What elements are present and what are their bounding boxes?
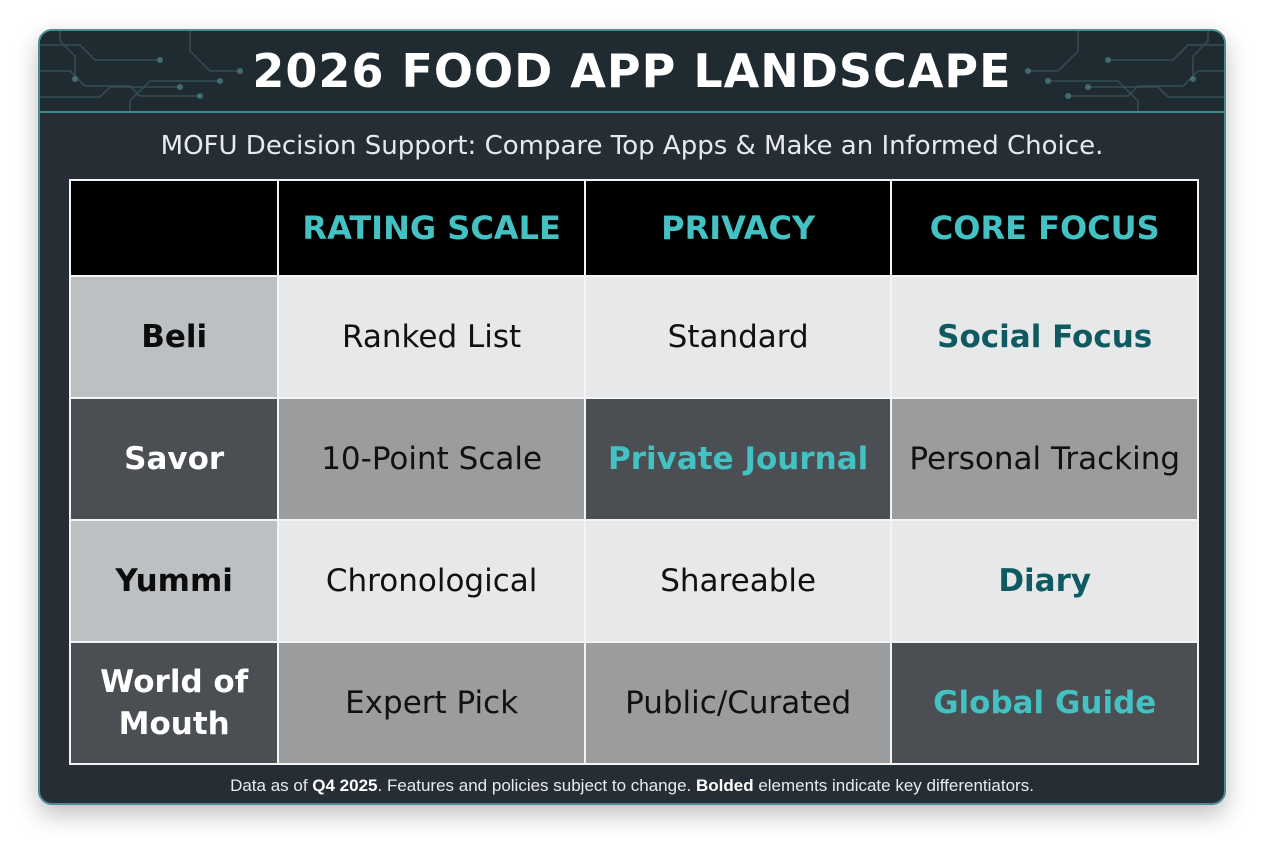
footnote-middle: . Features and policies subject to chang… — [377, 776, 696, 795]
infographic-card: 2026 FOOD APP LANDSCAPE MOFU Decision Su… — [38, 29, 1226, 805]
title-banner: 2026 FOOD APP LANDSCAPE — [40, 31, 1224, 113]
cell-core-focus: Personal Tracking — [890, 397, 1199, 521]
table-header-row: RATING SCALE PRIVACY CORE FOCUS — [68, 179, 1199, 277]
footnote-suffix: elements indicate key differentiators. — [753, 776, 1034, 795]
footnote-date: Q4 2025 — [312, 776, 378, 795]
footnote-bold-word: Bolded — [695, 776, 754, 795]
circuit-pattern-decoration — [40, 31, 1224, 111]
row-header-app: World of Mouth — [68, 641, 280, 765]
cell-privacy: Public/Curated — [583, 641, 893, 765]
column-header-core-focus: CORE FOCUS — [890, 179, 1199, 277]
table-corner-cell — [68, 179, 280, 277]
row-header-app: Beli — [68, 275, 280, 399]
cell-core-focus: Diary — [890, 519, 1199, 643]
table-row: Yummi Chronological Shareable Diary — [68, 519, 1199, 643]
cell-privacy: Private Journal — [583, 397, 893, 521]
cell-rating-scale: Ranked List — [277, 275, 586, 399]
cell-core-focus: Global Guide — [890, 641, 1199, 765]
cell-rating-scale: 10-Point Scale — [277, 397, 586, 521]
row-header-app: Yummi — [68, 519, 280, 643]
table-row: Beli Ranked List Standard Social Focus — [68, 275, 1199, 399]
table-row: Savor 10-Point Scale Private Journal Per… — [68, 397, 1199, 521]
cell-rating-scale: Chronological — [277, 519, 586, 643]
page-subtitle: MOFU Decision Support: Compare Top Apps … — [160, 131, 1104, 161]
column-header-rating-scale: RATING SCALE — [277, 179, 586, 277]
cell-core-focus: Social Focus — [890, 275, 1199, 399]
page-title: 2026 FOOD APP LANDSCAPE — [252, 44, 1012, 98]
cell-privacy: Standard — [583, 275, 893, 399]
table-row: World of Mouth Expert Pick Public/Curate… — [68, 641, 1199, 765]
cell-rating-scale: Expert Pick — [277, 641, 586, 765]
footnote-prefix: Data as of — [230, 776, 313, 795]
row-header-app: Savor — [68, 397, 280, 521]
cell-privacy: Shareable — [583, 519, 893, 643]
footnote: Data as of Q4 2025. Features and policie… — [40, 774, 1224, 798]
comparison-table: RATING SCALE PRIVACY CORE FOCUS Beli Ran… — [68, 179, 1199, 765]
column-header-privacy: PRIVACY — [583, 179, 893, 277]
